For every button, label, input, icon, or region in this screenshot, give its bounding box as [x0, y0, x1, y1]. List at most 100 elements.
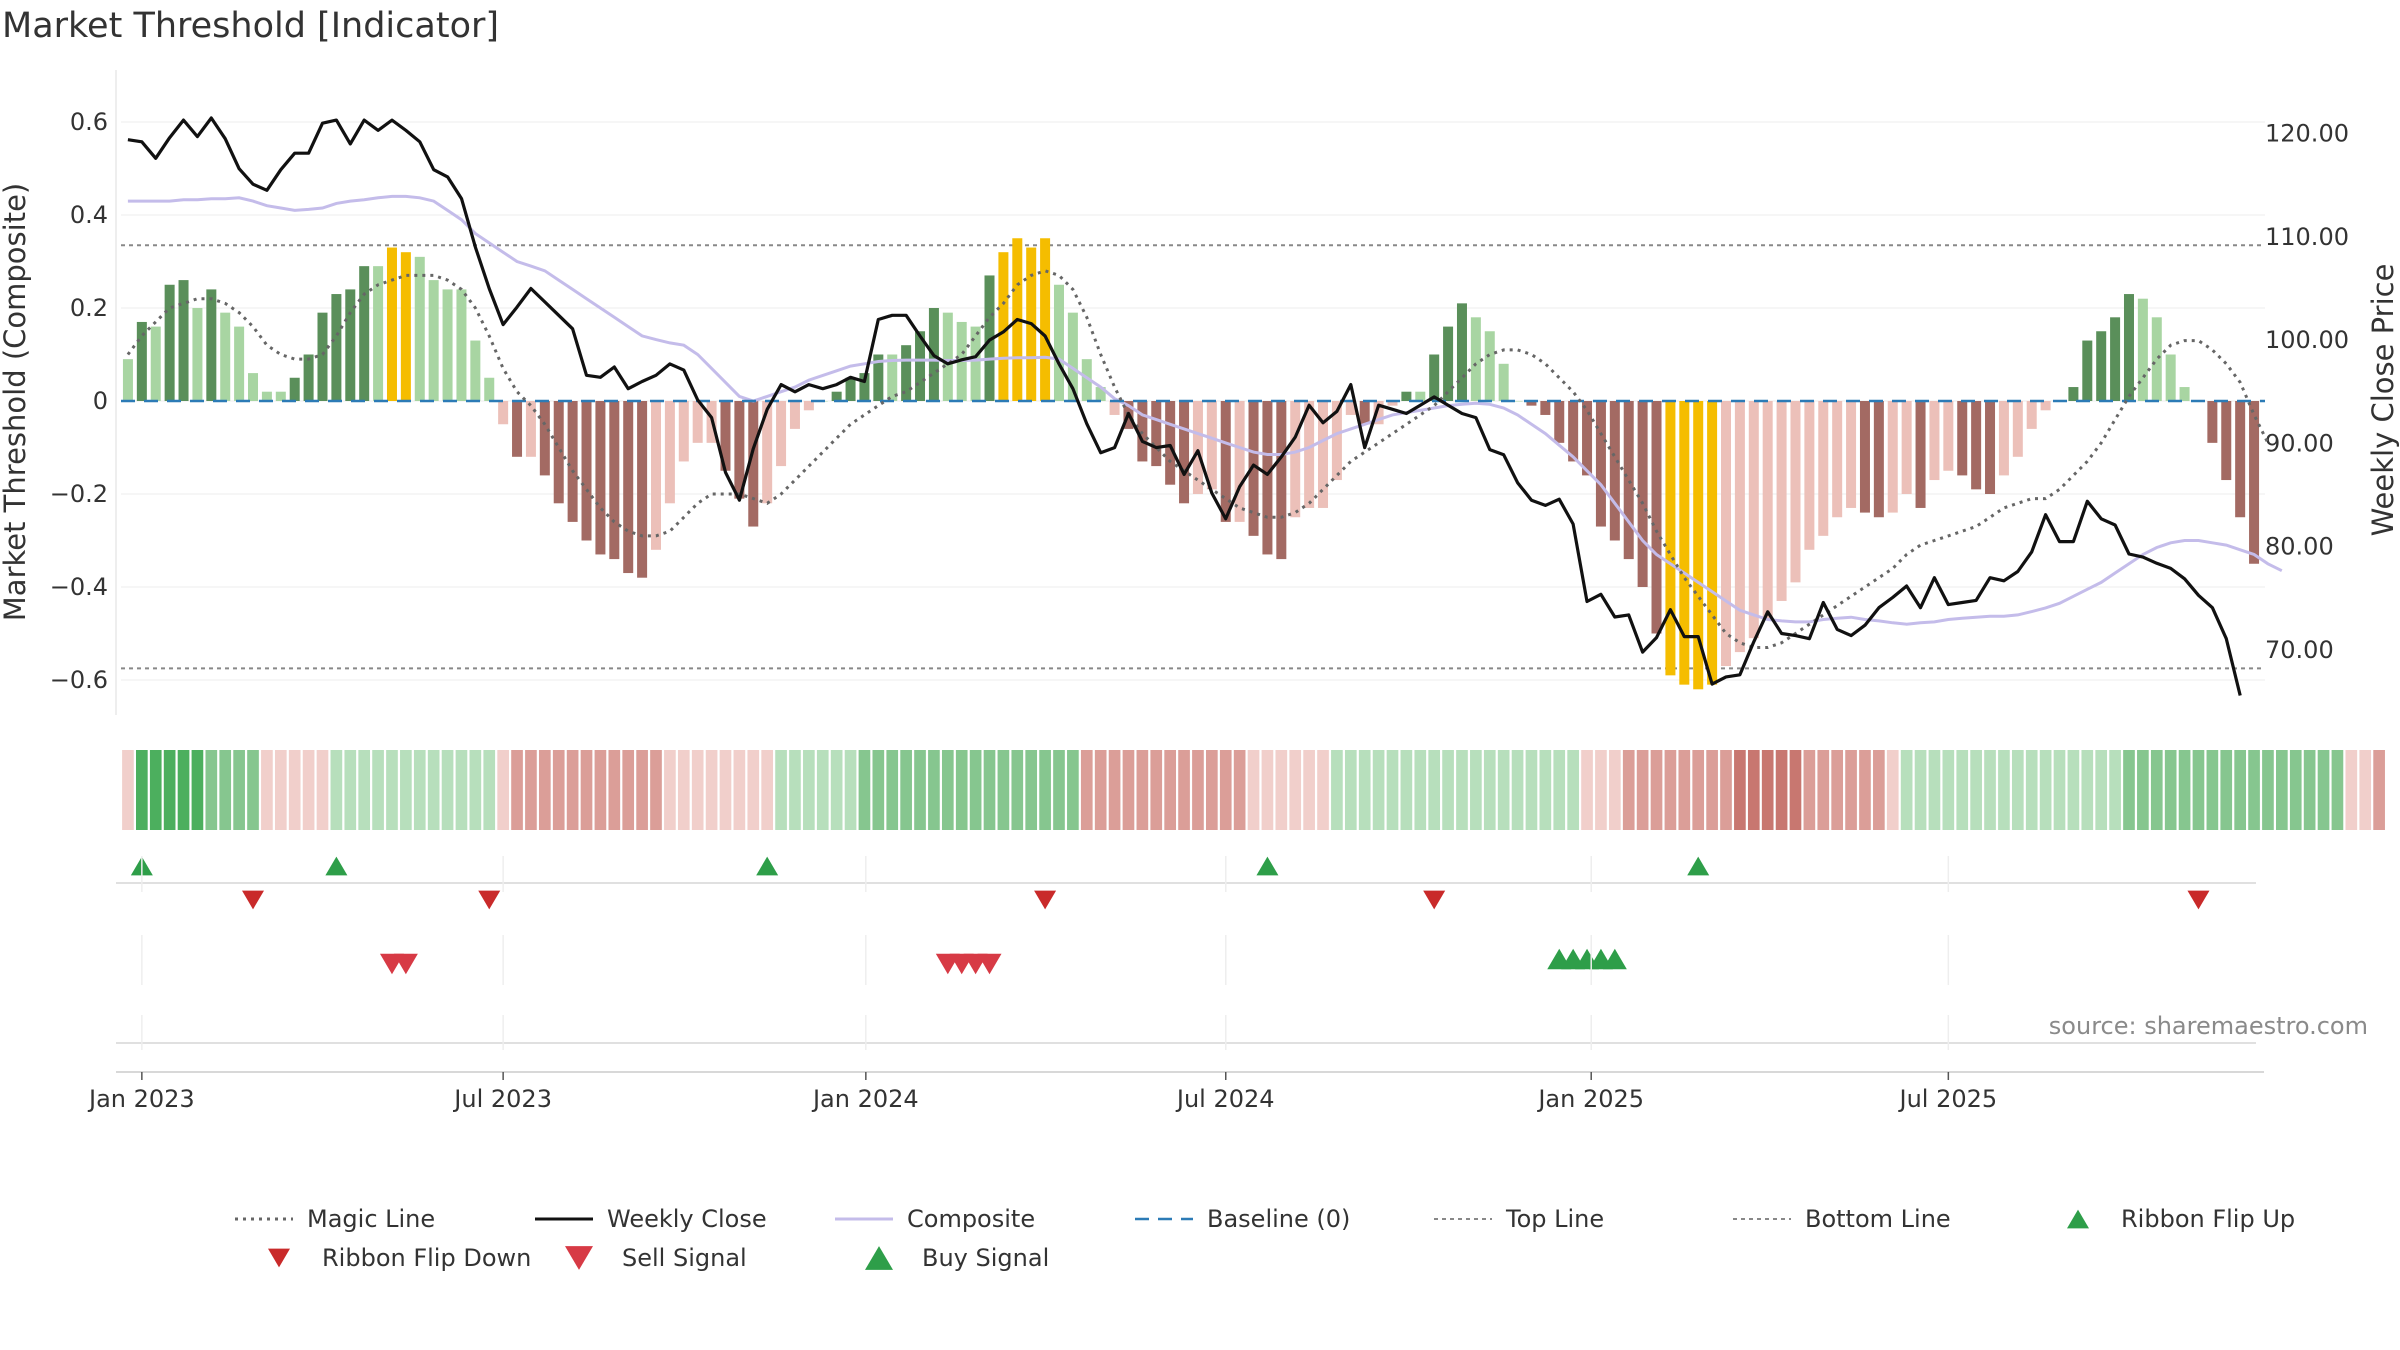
composite-bar — [1734, 401, 1745, 653]
ribbon-cell — [1859, 750, 1871, 830]
ribbon-cell — [636, 750, 648, 830]
composite-bar — [998, 252, 1009, 401]
composite-bar — [1456, 303, 1467, 401]
composite-bar — [484, 377, 495, 401]
ribbon-cell — [2164, 750, 2177, 830]
ribbon-cell — [1150, 750, 1163, 830]
composite-bar — [915, 331, 926, 401]
ribbon-cell — [969, 750, 982, 830]
composite-bar — [803, 401, 814, 411]
ribbon-cell — [900, 750, 912, 830]
composite-bar — [2179, 387, 2190, 401]
ribbon-cell — [1650, 750, 1663, 830]
ribbon-cell — [816, 750, 829, 830]
y-tick-label: 0.6 — [70, 108, 108, 136]
composite-bar — [1109, 401, 1120, 415]
legend-item: Buy Signal — [865, 1244, 1049, 1272]
y-axis-left: 0.6 0.4 0.2 0 −0.2 −0.4 −0.6 — [50, 108, 108, 694]
composite-bar — [1095, 387, 1106, 401]
composite-bar — [206, 289, 217, 401]
composite-bar — [859, 373, 870, 401]
composite-bar — [637, 401, 648, 578]
y2-tick-label: 110.00 — [2265, 223, 2349, 251]
ribbon-cell — [928, 750, 940, 830]
ribbon-cell — [1775, 750, 1788, 830]
ribbon-flip-up-marker — [325, 856, 348, 876]
x-tick-label: Jan 2025 — [1536, 1085, 1644, 1113]
ribbon-cell — [1247, 750, 1260, 830]
ribbon-cell — [1998, 750, 2010, 830]
composite-bar — [234, 326, 245, 401]
ribbon-cell — [1136, 750, 1149, 830]
composite-bar — [2096, 331, 2107, 401]
composite-bar — [1387, 401, 1398, 406]
composite-bar — [373, 266, 384, 401]
ribbon-flip-down-marker — [242, 890, 265, 910]
ribbon-cell — [1608, 750, 1621, 830]
composite-bar — [678, 401, 689, 462]
ribbon-cell — [1886, 750, 1899, 830]
composite-bar — [1331, 401, 1342, 481]
composite-bar — [1957, 401, 1968, 476]
composite-bar — [456, 289, 467, 401]
ribbon-cell — [288, 750, 301, 830]
composite-bar — [567, 401, 578, 522]
composite-bar — [2012, 401, 2023, 457]
composite-bar — [1637, 401, 1648, 587]
ribbon-flip-down-marker — [478, 890, 501, 910]
ribbon-cell — [1442, 750, 1454, 830]
composite-bar — [400, 252, 411, 401]
signal-markers — [116, 856, 2264, 1073]
composite-bar — [2110, 317, 2121, 401]
ribbon-cell — [1664, 750, 1677, 830]
composite-bar — [1595, 401, 1606, 527]
ribbon-cell — [525, 750, 537, 830]
composite-bar — [192, 308, 203, 401]
composite-bar — [1623, 401, 1634, 560]
composite-bar — [1998, 401, 2009, 476]
legend-label: Weekly Close — [607, 1205, 767, 1233]
composite-bar — [1220, 401, 1231, 522]
legend-item: Composite — [835, 1205, 1035, 1233]
ribbon-cell — [2373, 750, 2385, 830]
ribbon-cell — [1595, 750, 1607, 830]
composite-bar — [1818, 401, 1829, 536]
ribbon-cell — [205, 750, 218, 830]
composite-bar — [331, 294, 342, 401]
legend-label: Composite — [907, 1205, 1035, 1233]
composite-bar — [1345, 401, 1356, 415]
legend-label: Bottom Line — [1805, 1205, 1951, 1233]
ribbon-cell — [1984, 750, 1996, 830]
ribbon-cell — [1928, 750, 1941, 830]
ribbon-cell — [497, 750, 509, 830]
y-tick-label: 0 — [93, 387, 108, 415]
composite-bar — [1318, 401, 1329, 508]
composite-bar — [650, 401, 662, 550]
composite-bar — [303, 354, 314, 401]
composite-bar — [1929, 401, 1940, 481]
ribbon-cell — [427, 750, 440, 830]
composite-bar — [873, 354, 884, 401]
ribbon-cell — [608, 750, 621, 830]
legend-label: Top Line — [1505, 1205, 1604, 1233]
y-axis-label: Market Threshold (Composite) — [0, 183, 32, 621]
ribbon-cell — [1428, 750, 1441, 830]
composite-bar — [2249, 401, 2260, 564]
legend-label: Magic Line — [307, 1205, 435, 1233]
composite-bar — [414, 256, 425, 401]
ribbon-cell — [886, 750, 899, 830]
y2-tick-label: 120.00 — [2265, 120, 2349, 148]
ribbon-cell — [2150, 750, 2163, 830]
ribbon-cell — [844, 750, 857, 830]
composite-bar — [1415, 391, 1426, 401]
ribbon-cell — [622, 750, 635, 830]
ribbon-cell — [177, 750, 190, 830]
composite-bar — [1859, 401, 1870, 513]
ribbon-cell — [1206, 750, 1218, 830]
ribbon-cell — [1400, 750, 1413, 830]
ribbon-cell — [552, 750, 565, 830]
ribbon-cell — [1873, 750, 1885, 830]
weekly-close-line — [127, 116, 2242, 696]
composite-bar — [1582, 401, 1593, 476]
